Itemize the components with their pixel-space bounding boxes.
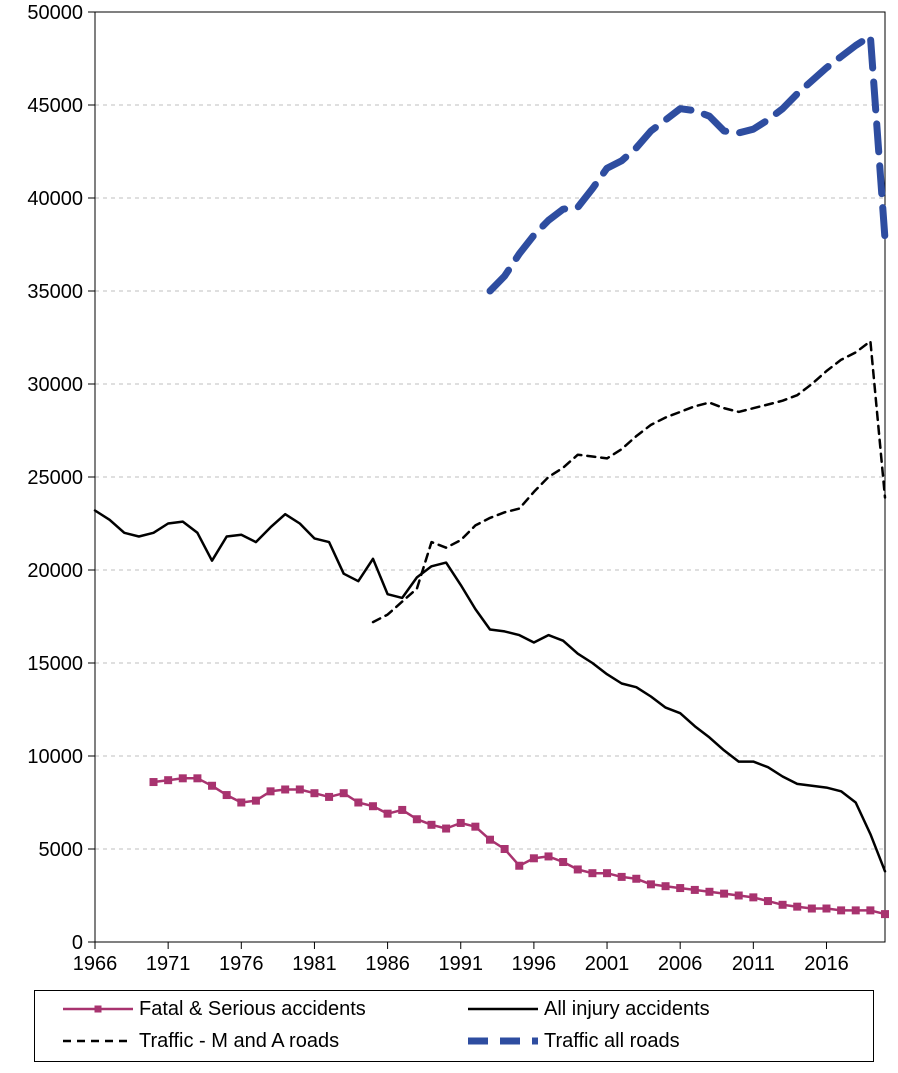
y-tick-label: 35000	[27, 281, 83, 303]
series-fatal_serious	[154, 778, 886, 914]
marker-fatal_serious	[209, 782, 216, 789]
y-tick-label: 30000	[27, 374, 83, 396]
marker-fatal_serious	[633, 875, 640, 882]
y-tick-label: 25000	[27, 467, 83, 489]
marker-fatal_serious	[647, 881, 654, 888]
marker-fatal_serious	[691, 886, 698, 893]
marker-fatal_serious	[223, 792, 230, 799]
marker-fatal_serious	[150, 779, 157, 786]
marker-fatal_serious	[589, 870, 596, 877]
marker-fatal_serious	[721, 890, 728, 897]
marker-fatal_serious	[560, 859, 567, 866]
marker-fatal_serious	[428, 821, 435, 828]
marker-fatal_serious	[662, 883, 669, 890]
marker-fatal_serious	[530, 855, 537, 862]
marker-fatal_serious	[282, 786, 289, 793]
y-tick-label: 15000	[27, 653, 83, 675]
line-chart: 1966 1971 1976 1981 1986 1991 1996 2001 2006 2011…	[0, 0, 898, 1073]
x-tick-label: 1981	[292, 953, 337, 975]
marker-fatal_serious	[340, 790, 347, 797]
marker-fatal_serious	[545, 853, 552, 860]
marker-fatal_serious	[838, 907, 845, 914]
marker-fatal_serious	[487, 836, 494, 843]
marker-fatal_serious	[369, 803, 376, 810]
marker-fatal_serious	[267, 788, 274, 795]
marker-fatal_serious	[238, 799, 245, 806]
marker-fatal_serious	[472, 823, 479, 830]
x-tick-label: 1966	[73, 953, 118, 975]
legend-swatch	[63, 1029, 133, 1053]
y-tick-label: 5000	[39, 839, 84, 861]
marker-fatal_serious	[384, 810, 391, 817]
series-all_injury	[95, 511, 885, 872]
legend-label: Traffic all roads	[544, 1030, 680, 1053]
marker-fatal_serious	[194, 775, 201, 782]
y-tick-label: 50000	[27, 2, 83, 24]
x-tick-label: 1996	[512, 953, 557, 975]
legend-swatch	[63, 997, 133, 1021]
marker-fatal_serious	[735, 892, 742, 899]
legend-swatch	[468, 997, 538, 1021]
y-tick-label: 40000	[27, 188, 83, 210]
marker-fatal_serious	[443, 825, 450, 832]
marker-fatal_serious	[501, 846, 508, 853]
marker-fatal_serious	[852, 907, 859, 914]
chart-container: 1966 1971 1976 1981 1986 1991 1996 2001 2006 2011…	[0, 0, 898, 1073]
marker-fatal_serious	[399, 806, 406, 813]
legend-item-all_injury: All injury accidents	[468, 997, 710, 1021]
marker-fatal_serious	[677, 885, 684, 892]
x-tick-label: 2006	[658, 953, 703, 975]
marker-fatal_serious	[706, 888, 713, 895]
legend-item-traffic_all: Traffic all roads	[468, 1029, 680, 1053]
marker-fatal_serious	[750, 894, 757, 901]
legend-swatch	[468, 1029, 538, 1053]
marker-fatal_serious	[252, 797, 259, 804]
x-tick-label: 2011	[732, 953, 775, 975]
legend: Fatal & Serious accidents All injury acci…	[34, 990, 874, 1062]
series-traffic_ma	[373, 341, 885, 622]
x-tick-label: 1971	[146, 953, 191, 975]
marker-fatal_serious	[779, 901, 786, 908]
y-tick-label: 45000	[27, 95, 83, 117]
marker-fatal_serious	[604, 870, 611, 877]
x-tick-label: 1986	[365, 953, 410, 975]
legend-label: All injury accidents	[544, 998, 710, 1021]
marker-fatal_serious	[326, 793, 333, 800]
marker-fatal_serious	[457, 819, 464, 826]
x-tick-label: 1991	[438, 953, 483, 975]
legend-label: Traffic - M and A roads	[139, 1030, 339, 1053]
x-tick-label: 1976	[219, 953, 264, 975]
marker-fatal_serious	[882, 911, 889, 918]
marker-fatal_serious	[794, 903, 801, 910]
y-tick-label: 10000	[27, 746, 83, 768]
marker-fatal_serious	[516, 862, 523, 869]
marker-fatal_serious	[808, 905, 815, 912]
y-tick-label: 20000	[27, 560, 83, 582]
marker-fatal_serious	[165, 777, 172, 784]
x-tick-label: 2016	[804, 953, 849, 975]
marker-fatal_serious	[823, 905, 830, 912]
marker-fatal_serious	[311, 790, 318, 797]
legend-item-traffic_ma: Traffic - M and A roads	[63, 1029, 339, 1053]
marker-fatal_serious	[867, 907, 874, 914]
marker-fatal_serious	[296, 786, 303, 793]
legend-item-fatal_serious: Fatal & Serious accidents	[63, 997, 366, 1021]
marker-fatal_serious	[764, 898, 771, 905]
legend-label: Fatal & Serious accidents	[139, 998, 366, 1021]
marker-fatal_serious	[618, 873, 625, 880]
marker-fatal_serious	[574, 866, 581, 873]
marker-fatal_serious	[413, 816, 420, 823]
marker-fatal_serious	[355, 799, 362, 806]
y-tick-label: 0	[72, 932, 83, 954]
x-tick-label: 2001	[585, 953, 630, 975]
series-traffic_all	[490, 36, 885, 291]
marker-fatal_serious	[179, 775, 186, 782]
